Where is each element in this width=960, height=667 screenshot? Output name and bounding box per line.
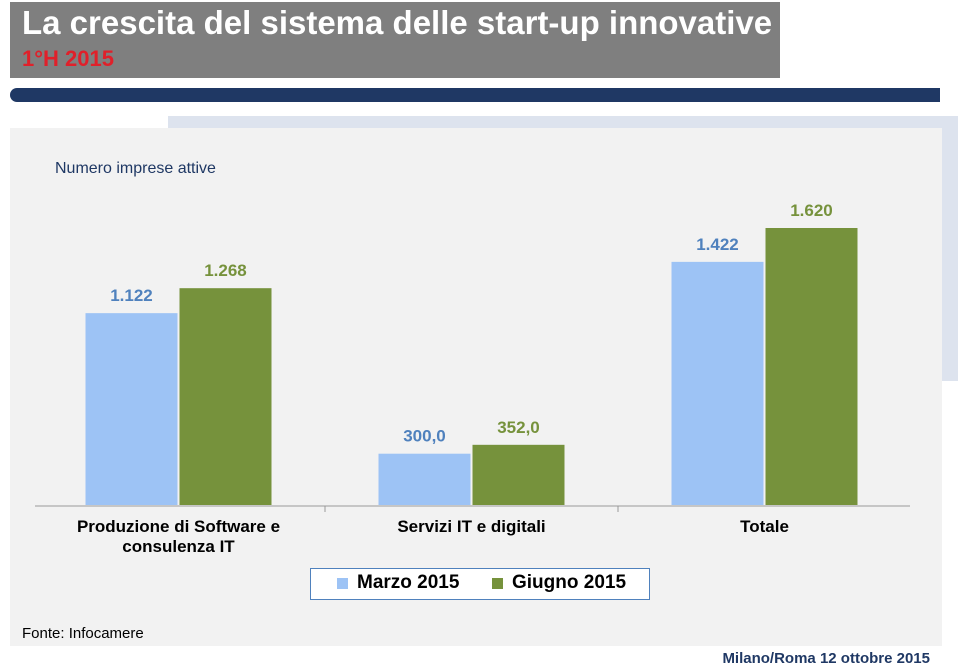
bar [472,444,565,505]
legend-swatch [492,578,503,589]
x-tick-label: Produzione di Software e consulenza IT [76,517,281,556]
value-label: 1.122 [110,286,153,305]
value-label: 300,0 [403,427,446,446]
slide-subtitle: 1°H 2015 [22,46,114,71]
header-box [10,2,780,78]
header-band [10,88,940,102]
legend-label: Marzo 2015 [357,572,460,593]
legend: Marzo 2015 Giugno 2015 [310,568,650,600]
bar [671,261,764,505]
legend-label: Giugno 2015 [512,572,627,593]
bar [85,313,178,505]
x-tick-label: Totale [740,517,789,536]
value-label: 1.268 [204,261,247,280]
slide-title: La crescita del sistema delle start-up i… [22,4,773,41]
value-label: 352,0 [497,418,540,437]
place-date: Milano/Roma 12 ottobre 2015 [722,650,930,667]
bar [378,453,471,505]
bar [765,228,858,505]
source: Fonte: Infocamere [22,625,144,642]
legend-swatch [337,578,348,589]
value-label: 1.422 [696,235,739,254]
value-label: 1.620 [790,201,833,220]
chart-title: Numero imprese attive [55,160,216,177]
x-tick-label: Servizi IT e digitali [397,517,546,536]
bar [179,288,272,505]
